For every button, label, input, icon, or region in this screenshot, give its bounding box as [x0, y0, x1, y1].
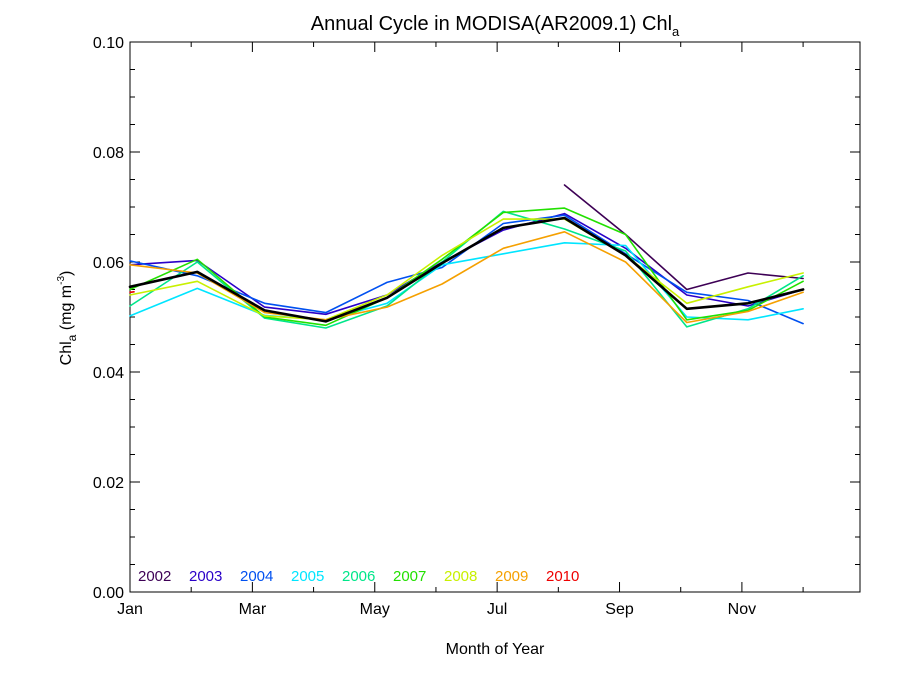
x-tick-label: Jan	[117, 601, 143, 618]
legend-entry-2005: 2005	[291, 568, 324, 585]
series-line-2007	[129, 207, 804, 327]
legend-entry-2010: 2010	[546, 568, 579, 585]
series-layer	[128, 184, 805, 329]
x-tick-label: Mar	[239, 601, 267, 618]
legend-entry-2007: 2007	[393, 568, 426, 585]
series-line-mean	[128, 216, 805, 323]
legend-entry-2009: 2009	[495, 568, 528, 585]
y-tick-label: 0.10	[93, 35, 124, 52]
legend-entry-2008: 2008	[444, 568, 477, 585]
x-tick-label: Jul	[487, 601, 507, 618]
series-line-2010	[129, 291, 135, 294]
x-tick-label: Sep	[605, 601, 634, 618]
y-axis-label: Chla (mg m-3)	[56, 271, 79, 366]
x-tick-label: May	[360, 601, 390, 618]
legend: 2002 2003 2004 2005 2006 2007 2008 2009 2010	[138, 568, 579, 585]
plot-frame	[129, 41, 861, 593]
series-line-2002	[563, 184, 804, 291]
legend-entry-2006: 2006	[342, 568, 375, 585]
y-tick-label: 0.08	[93, 145, 124, 162]
y-tick-label: 0.04	[93, 365, 124, 382]
y-tick-label: 0.02	[93, 475, 124, 492]
series-line-2008	[129, 218, 804, 321]
x-axis-label: Month of Year	[446, 641, 545, 658]
legend-entry-2004: 2004	[240, 568, 273, 585]
y-tick-label: 0.06	[93, 255, 124, 272]
y-tick-label: 0.00	[93, 585, 124, 602]
legend-entry-2003: 2003	[189, 568, 222, 585]
legend-entry-2002: 2002	[138, 568, 171, 585]
x-axis: Jan Mar May Jul Sep Nov	[117, 42, 804, 618]
y-axis: 0.00 0.02 0.04 0.06 0.08 0.10	[93, 35, 860, 602]
series-line-2009	[129, 231, 804, 324]
x-tick-label: Nov	[728, 601, 756, 618]
chart-title: Annual Cycle in MODISA(AR2009.1) Chla	[311, 13, 680, 39]
